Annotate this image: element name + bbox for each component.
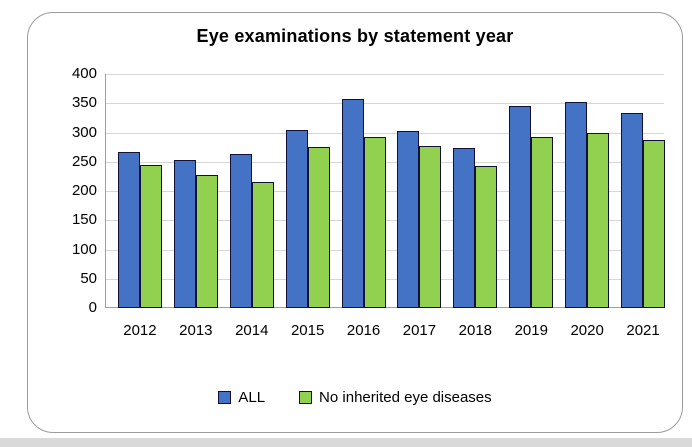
bar-2016-no-inherited — [363, 137, 386, 308]
legend-item-no-inherited: No inherited eye diseases — [299, 389, 492, 406]
bar-2018-no-inherited — [475, 166, 498, 308]
y-tick-label: 100 — [71, 240, 97, 258]
window-bottom-strip — [0, 438, 692, 447]
bar-2016-all — [341, 99, 364, 308]
gridline — [105, 103, 664, 105]
bar-2012-all — [117, 152, 140, 308]
bar-2014-no-inherited — [251, 182, 274, 308]
bar-2015-all — [285, 129, 308, 308]
x-tick-label: 2014 — [235, 322, 269, 339]
y-tick-label: 300 — [71, 123, 97, 141]
x-tick-label: 2016 — [346, 322, 381, 339]
bar-2021-all — [621, 112, 644, 308]
x-tick-label: 2012 — [123, 322, 157, 339]
y-tick-label: 400 — [71, 65, 97, 82]
y-tick-label: 350 — [71, 94, 97, 112]
x-tick-label: 2019 — [514, 322, 548, 339]
bar-2013-all — [173, 160, 196, 308]
y-axis-line — [105, 74, 106, 308]
bar-2021-no-inherited — [643, 139, 666, 308]
x-tick-label: 2015 — [290, 322, 325, 339]
x-tick-label: 2017 — [402, 322, 437, 339]
bar-2013-no-inherited — [195, 174, 218, 308]
y-tick-label: 250 — [71, 152, 97, 170]
bar-2020-no-inherited — [587, 132, 610, 308]
y-tick-label: 150 — [71, 211, 97, 229]
x-tick-label: 2013 — [179, 322, 213, 339]
legend-label-no-inherited: No inherited eye diseases — [319, 389, 492, 406]
bar-2015-no-inherited — [307, 147, 330, 308]
legend-label-all: ALL — [238, 389, 266, 406]
bar-2017-no-inherited — [419, 145, 442, 308]
bar-2019-no-inherited — [531, 137, 554, 308]
bar-2012-no-inherited — [139, 165, 162, 308]
legend-swatch-all-icon — [218, 391, 232, 404]
plot-area — [105, 74, 666, 308]
x-tick-label: 2021 — [626, 322, 660, 339]
legend-swatch-no-inherited-icon — [299, 391, 313, 404]
bar-2019-all — [509, 106, 532, 308]
gridline — [105, 132, 664, 134]
x-tick-label: 2018 — [458, 322, 493, 339]
legend: ALL No inherited eye diseases — [27, 389, 683, 406]
chart-title: Eye examinations by statement year — [196, 26, 514, 46]
bar-2018-all — [453, 147, 476, 308]
legend-item-all: ALL — [218, 389, 265, 406]
y-tick-label: 50 — [80, 269, 97, 287]
y-tick-label: 0 — [88, 299, 97, 316]
bar-2014-all — [229, 154, 252, 308]
x-tick-label: 2020 — [570, 322, 604, 339]
bar-2017-all — [397, 131, 420, 308]
bar-2020-all — [565, 102, 588, 308]
y-tick-label: 200 — [71, 182, 97, 199]
gridline — [105, 74, 664, 75]
